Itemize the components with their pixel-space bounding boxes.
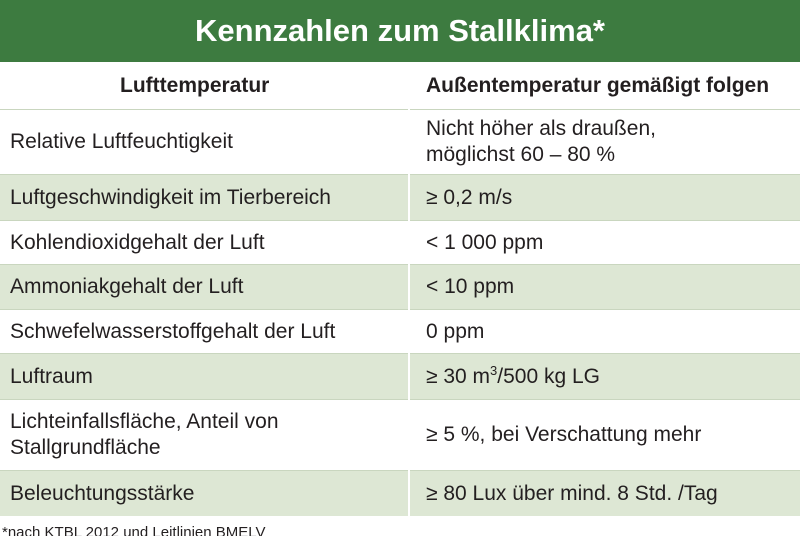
- cell-line: Schwefelwasserstoffgehalt der Luft: [10, 319, 336, 343]
- label-cell: Beleuchtungsstärke: [0, 470, 410, 516]
- label-cell: Luftgeschwindigkeit im Tierbereich: [0, 174, 410, 221]
- header-cell: Lufttemperatur: [0, 62, 410, 110]
- title: Kennzahlen zum Stallklima*: [195, 13, 605, 48]
- cell-line: Ammoniakgehalt der Luft: [10, 275, 244, 298]
- table-row: Kohlendioxidgehalt der Luft < 1 000 ppm: [0, 220, 800, 265]
- value-cell: 0 ppm: [409, 309, 800, 354]
- superscript: 3: [490, 362, 498, 378]
- cell-line: ≥ 5 %, bei Verschattung mehr: [426, 423, 702, 446]
- label-cell: Ammoniakgehalt der Luft: [0, 264, 410, 310]
- cell-line: Luftgeschwindigkeit im Tierbereich: [10, 185, 331, 209]
- label-cell: Lichteinfallsfläche, Anteil von Stallgrun…: [0, 399, 410, 471]
- cell-line: Stallgrundfläche: [10, 436, 161, 459]
- value-cell: ≥ 0,2 m/s: [409, 174, 800, 221]
- cell-line: ≥ 0,2 m/s: [426, 185, 513, 209]
- label-cell: Luftraum: [0, 353, 410, 400]
- cell-line: möglichst 60 – 80 %: [426, 143, 616, 166]
- table-row: Relative Luftfeuchtigkeit Nicht höher als…: [0, 109, 800, 175]
- table-row: Luftraum ≥ 30 m3/500 kg LG: [0, 353, 800, 400]
- cell-line: Relative Luftfeuchtigkeit: [10, 130, 233, 153]
- value-cell: ≥ 30 m3/500 kg LG: [409, 353, 800, 400]
- header-row: Lufttemperatur Außentemperatur gemäßigt f…: [0, 62, 800, 110]
- cell-text: /500 kg LG: [497, 364, 601, 388]
- cell-line: < 1 000 ppm: [426, 230, 544, 254]
- table-row: Lichteinfallsfläche, Anteil von Stallgrun…: [0, 399, 800, 471]
- label-cell: Relative Luftfeuchtigkeit: [0, 109, 410, 175]
- footnote: *nach KTBL 2012 und Leitlinien BMELV: [2, 524, 266, 536]
- label-cell: Kohlendioxidgehalt der Luft: [0, 220, 410, 265]
- label-cell: Schwefelwasserstoffgehalt der Luft: [0, 309, 410, 354]
- value-cell: ≥ 5 %, bei Verschattung mehr: [409, 399, 800, 471]
- value-cell: < 1 000 ppm: [409, 220, 800, 265]
- cell-text: ≥ 30 m: [426, 364, 491, 388]
- cell-line: 0 ppm: [426, 319, 485, 343]
- title-bar: Kennzahlen zum Stallklima*: [0, 0, 800, 62]
- cell-line: ≥ 30 m3/500 kg LG: [426, 364, 800, 390]
- table-row: Luftgeschwindigkeit im Tierbereich ≥ 0,2 …: [0, 174, 800, 221]
- cell-line: Kohlendioxidgehalt der Luft: [10, 230, 265, 254]
- cell-line: < 10 ppm: [426, 275, 515, 298]
- value-cell: < 10 ppm: [409, 264, 800, 310]
- cell-line: ≥ 80 Lux über mind. 8 Std. /Tag: [426, 481, 718, 505]
- cell-line: Nicht höher als draußen,: [426, 117, 656, 140]
- value-cell: Nicht höher als draußen, möglichst 60 – 8…: [409, 109, 800, 175]
- table-row: Beleuchtungsstärke ≥ 80 Lux über mind. 8 …: [0, 470, 800, 516]
- cell-line: Luftraum: [10, 364, 93, 388]
- header-cell: Außentemperatur gemäßigt folgen: [426, 73, 770, 97]
- cell-line: Lichteinfallsfläche, Anteil von: [10, 410, 279, 433]
- table-row: Ammoniakgehalt der Luft < 10 ppm: [0, 264, 800, 310]
- value-cell: ≥ 80 Lux über mind. 8 Std. /Tag: [409, 470, 800, 516]
- table-row: Schwefelwasserstoffgehalt der Luft 0 ppm: [0, 309, 800, 354]
- cell-line: Beleuchtungsstärke: [10, 481, 195, 505]
- climate-table: Lufttemperatur Außentemperatur gemäßigt f…: [0, 62, 800, 516]
